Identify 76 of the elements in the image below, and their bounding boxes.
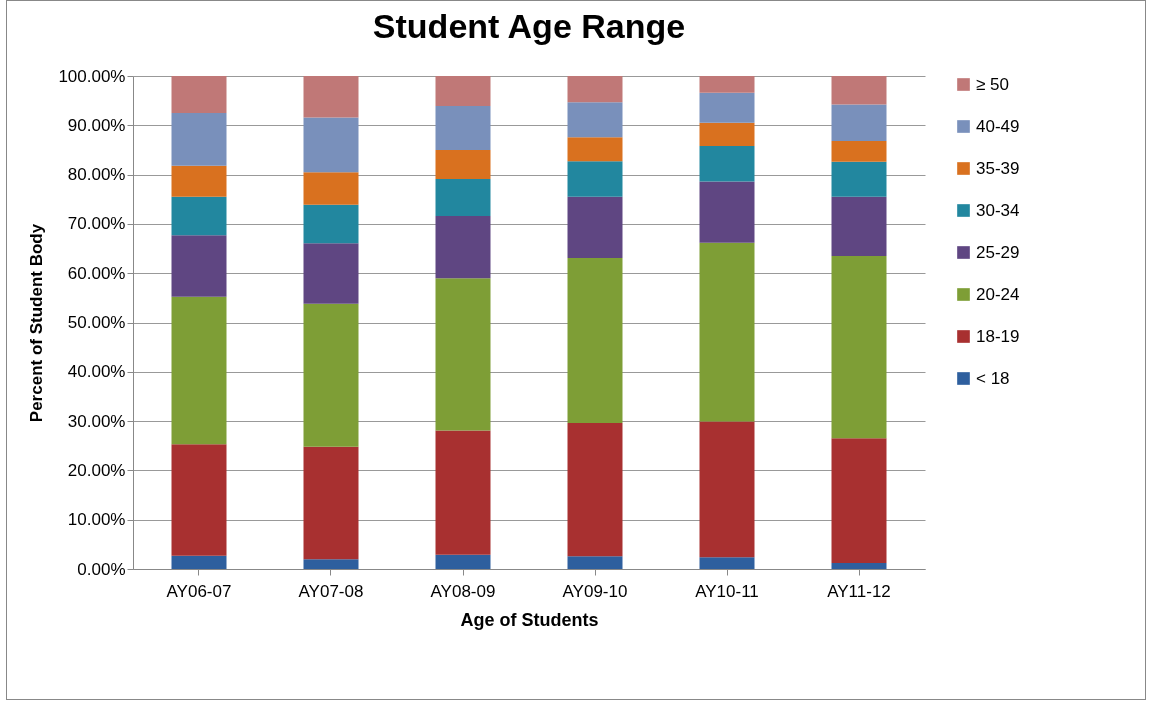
bar — [831, 161, 887, 197]
bar — [699, 181, 755, 243]
bar — [171, 296, 227, 445]
bar — [567, 161, 623, 197]
y-tick-label: 70.00% — [67, 214, 126, 234]
y-tick-label: 60.00% — [67, 263, 126, 283]
bar — [435, 179, 491, 217]
bar — [831, 255, 887, 439]
legend-label: < 18 — [976, 368, 1010, 388]
bar — [831, 141, 887, 162]
bar — [435, 106, 491, 150]
y-tick-label: 20.00% — [67, 460, 126, 480]
x-tick-label: AY11-12 — [827, 581, 891, 601]
y-tick-label: 50.00% — [67, 313, 126, 332]
legend-label: 40-49 — [976, 116, 1020, 136]
legend-label: ≥ 50 — [976, 74, 1009, 94]
bar — [171, 235, 227, 297]
bar — [831, 563, 887, 569]
bar — [171, 196, 227, 236]
y-tick-label: 100.00% — [58, 66, 126, 86]
bar — [435, 430, 491, 555]
bar — [831, 76, 887, 105]
y-tick-label: 80.00% — [67, 165, 126, 185]
bar — [699, 92, 755, 123]
bar — [567, 76, 623, 103]
y-tick-label: 90.00% — [67, 115, 126, 135]
y-tick-label: 30.00% — [67, 411, 126, 431]
bar — [435, 149, 491, 180]
bar — [171, 165, 227, 197]
legend-label: 18-19 — [976, 326, 1020, 346]
x-tick-label: AY06-07 — [166, 581, 232, 601]
bar — [699, 76, 755, 93]
legend-label: 20-24 — [976, 284, 1020, 304]
bar — [567, 196, 623, 258]
x-tick-label: AY09-10 — [562, 581, 628, 601]
bar — [303, 303, 359, 447]
bar — [567, 102, 623, 138]
y-axis-title: Percent of Student Body — [27, 223, 47, 423]
chart-title: Student Age Range — [372, 7, 686, 45]
bar — [303, 117, 359, 173]
x-axis-title: Age of Students — [460, 609, 599, 630]
legend-label: 30-34 — [976, 200, 1020, 220]
bar — [831, 438, 887, 564]
bar — [567, 423, 623, 557]
bar — [171, 444, 227, 556]
y-tick-label: 40.00% — [67, 362, 126, 382]
bar — [435, 278, 491, 431]
bar — [831, 196, 887, 256]
legend-label: 25-29 — [976, 242, 1020, 262]
legend-label: 35-39 — [976, 158, 1020, 178]
x-tick-label: AY10-11 — [695, 581, 759, 601]
bar — [303, 76, 359, 118]
bar — [699, 557, 755, 569]
y-tick-label: 10.00% — [67, 510, 126, 530]
bar — [435, 76, 491, 107]
y-tick-label: 0.00% — [77, 559, 126, 579]
bar — [303, 243, 359, 304]
bar — [435, 216, 491, 279]
bar — [699, 242, 755, 422]
bar — [303, 172, 359, 205]
bar — [567, 556, 623, 569]
bar — [567, 137, 623, 162]
bar — [567, 257, 623, 424]
x-tick-label: AY07-08 — [298, 581, 364, 601]
bar — [171, 112, 227, 166]
bar — [831, 104, 887, 142]
bar — [699, 421, 755, 558]
bar — [303, 204, 359, 244]
bar — [171, 555, 227, 569]
bar — [303, 446, 359, 560]
bar — [699, 122, 755, 147]
bar — [699, 146, 755, 182]
bar — [303, 559, 359, 569]
bar — [435, 554, 491, 569]
bar — [171, 76, 227, 113]
x-tick-label: AY08-09 — [430, 581, 496, 601]
